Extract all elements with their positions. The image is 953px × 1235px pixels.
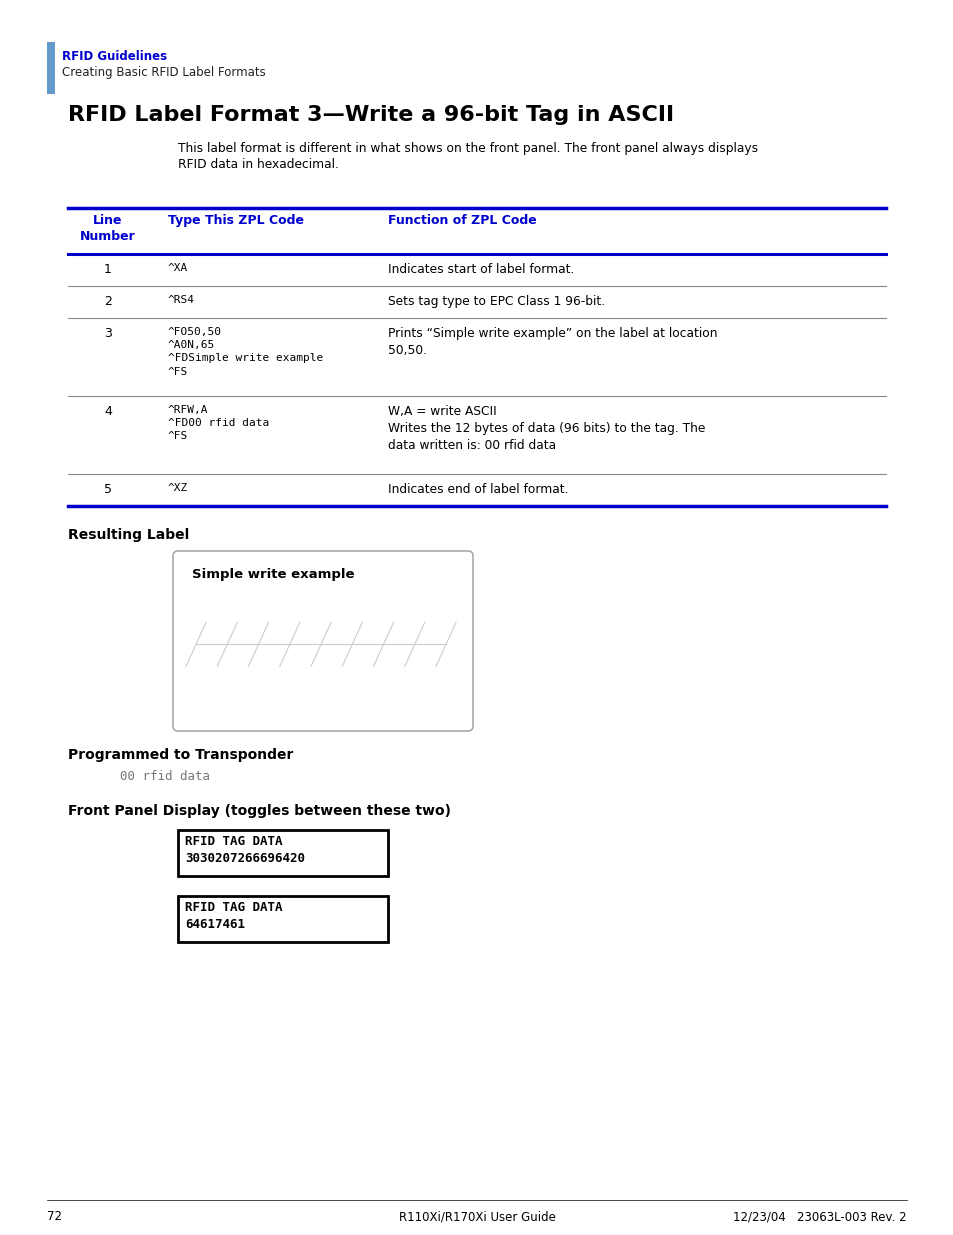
Text: Prints “Simple write example” on the label at location
50,50.: Prints “Simple write example” on the lab… [388, 327, 717, 357]
Text: RFID data in hexadecimal.: RFID data in hexadecimal. [178, 158, 338, 170]
Text: 1: 1 [104, 263, 112, 275]
Text: Indicates end of label format.: Indicates end of label format. [388, 483, 568, 496]
Text: Simple write example: Simple write example [192, 568, 355, 580]
Text: 3: 3 [104, 327, 112, 340]
Text: Sets tag type to EPC Class 1 96-bit.: Sets tag type to EPC Class 1 96-bit. [388, 295, 604, 308]
Text: 72: 72 [47, 1210, 62, 1223]
Text: 2: 2 [104, 295, 112, 308]
Bar [47, 42, 55, 94]
Text: ^RS4: ^RS4 [168, 295, 194, 305]
Text: RFID TAG DATA: RFID TAG DATA [185, 835, 282, 848]
Text: ^FO50,50
^A0N,65
^FDSimple write example
^FS: ^FO50,50 ^A0N,65 ^FDSimple write example… [168, 327, 323, 377]
Text: Indicates start of label format.: Indicates start of label format. [388, 263, 574, 275]
Text: Function of ZPL Code: Function of ZPL Code [388, 214, 537, 227]
Text: R110Xi/R170Xi User Guide: R110Xi/R170Xi User Guide [398, 1210, 555, 1223]
FancyBboxPatch shape [172, 551, 473, 731]
Text: RFID Guidelines: RFID Guidelines [62, 49, 167, 63]
Text: Type This ZPL Code: Type This ZPL Code [168, 214, 304, 227]
Text: ^XA: ^XA [168, 263, 188, 273]
Text: Front Panel Display (toggles between these two): Front Panel Display (toggles between the… [68, 804, 451, 818]
Text: 5: 5 [104, 483, 112, 496]
Text: This label format is different in what shows on the front panel. The front panel: This label format is different in what s… [178, 142, 758, 156]
Text: Creating Basic RFID Label Formats: Creating Basic RFID Label Formats [62, 65, 266, 79]
Text: Programmed to Transponder: Programmed to Transponder [68, 748, 294, 762]
Text: 3030207266696420: 3030207266696420 [185, 852, 305, 864]
Bar [178, 830, 388, 876]
Text: Resulting Label: Resulting Label [68, 529, 189, 542]
Text: Line
Number: Line Number [80, 214, 135, 243]
Bar [178, 897, 388, 942]
Text: 64617461: 64617461 [185, 918, 245, 931]
Text: RFID TAG DATA: RFID TAG DATA [185, 902, 282, 914]
Text: RFID Label Format 3—Write a 96-bit Tag in ASCII: RFID Label Format 3—Write a 96-bit Tag i… [68, 105, 674, 125]
Text: W,A = write ASCII
Writes the 12 bytes of data (96 bits) to the tag. The
data wri: W,A = write ASCII Writes the 12 bytes of… [388, 405, 704, 452]
Text: ^RFW,A
^FD00 rfid data
^FS: ^RFW,A ^FD00 rfid data ^FS [168, 405, 269, 441]
Text: 4: 4 [104, 405, 112, 417]
Text: 12/23/04   23063L-003 Rev. 2: 12/23/04 23063L-003 Rev. 2 [733, 1210, 906, 1223]
Text: ^XZ: ^XZ [168, 483, 188, 493]
Text: 00 rfid data: 00 rfid data [120, 769, 210, 783]
